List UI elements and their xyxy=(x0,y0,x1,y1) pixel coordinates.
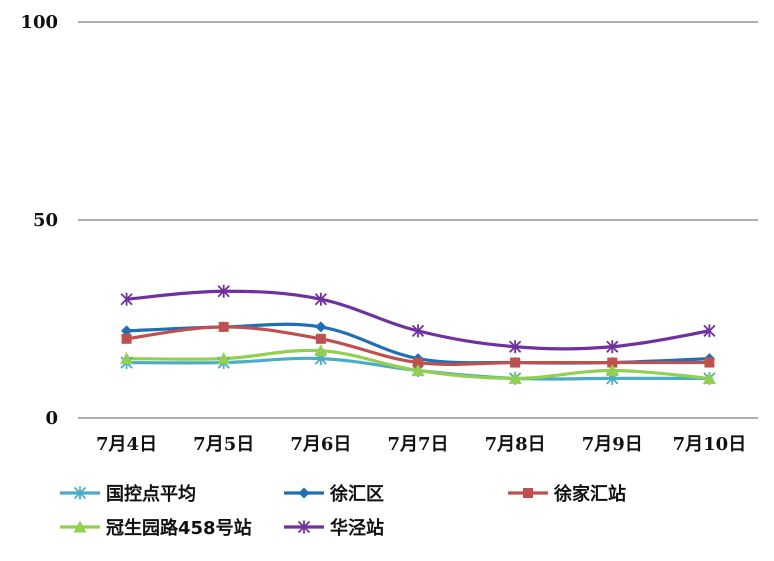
data-point xyxy=(120,292,133,306)
data-point xyxy=(702,371,716,384)
data-point xyxy=(314,344,328,357)
x-tick-label: 7月9日 xyxy=(582,434,643,455)
data-point xyxy=(607,357,618,368)
data-point xyxy=(606,340,619,354)
legend-marker xyxy=(297,520,311,534)
data-point xyxy=(413,357,423,368)
legend-swatch xyxy=(508,488,548,498)
y-tick-label: 0 xyxy=(45,408,58,429)
data-point xyxy=(121,325,133,337)
legend-marker xyxy=(73,520,87,533)
data-point xyxy=(217,352,231,365)
data-point xyxy=(218,321,229,332)
y-axis-ticks: 0 50 100 xyxy=(20,12,58,429)
x-tick-label: 7月7日 xyxy=(387,434,448,455)
legend-swatch xyxy=(60,486,100,500)
series-line-4 xyxy=(126,289,710,351)
data-point xyxy=(703,324,716,338)
data-point xyxy=(315,333,326,344)
data-point xyxy=(120,352,134,365)
data-point xyxy=(704,357,715,368)
legend-label: 徐汇区 xyxy=(330,484,384,505)
data-point xyxy=(314,292,327,306)
legend-item: 徐家汇站 xyxy=(508,478,626,508)
x-tick-label: 7月6日 xyxy=(290,434,351,455)
legend: 国控点平均 徐汇区 徐家汇站冠生园路458号站 华泾站 xyxy=(60,478,760,558)
x-tick-label: 7月5日 xyxy=(193,434,254,455)
x-tick-label: 7月4日 xyxy=(96,434,157,455)
legend-item: 华泾站 xyxy=(284,512,384,542)
legend-label: 华泾站 xyxy=(330,518,384,539)
legend-marker xyxy=(298,487,310,499)
data-point xyxy=(411,324,425,338)
legend-item: 国控点平均 xyxy=(60,478,196,508)
legend-label: 冠生园路458号站 xyxy=(106,518,252,539)
legend-marker xyxy=(523,488,533,498)
y-tick-label: 50 xyxy=(33,210,58,231)
x-tick-label: 7月10日 xyxy=(673,434,747,455)
legend-label: 国控点平均 xyxy=(106,484,196,505)
gridlines xyxy=(78,21,758,419)
data-point xyxy=(605,363,619,376)
legend-item: 冠生园路458号站 xyxy=(60,512,252,542)
legend-swatch xyxy=(60,520,100,533)
legend-swatch xyxy=(284,487,324,499)
data-point xyxy=(510,357,521,368)
data-point xyxy=(509,340,522,354)
data-point xyxy=(121,333,132,344)
legend-label: 徐家汇站 xyxy=(554,484,626,505)
x-axis-ticks: 7月4日 7月5日 7月6日 7月7日 7月8日 7月9日 7月10日 xyxy=(96,434,746,455)
data-point xyxy=(315,321,327,333)
data-point xyxy=(217,284,230,298)
legend-marker xyxy=(73,486,87,500)
y-tick-label: 100 xyxy=(20,12,58,33)
data-point xyxy=(508,371,522,384)
series-markers xyxy=(120,284,716,385)
data-point xyxy=(411,363,425,376)
x-tick-label: 7月8日 xyxy=(485,434,546,455)
legend-swatch xyxy=(284,520,324,534)
legend-item: 徐汇区 xyxy=(284,478,384,508)
